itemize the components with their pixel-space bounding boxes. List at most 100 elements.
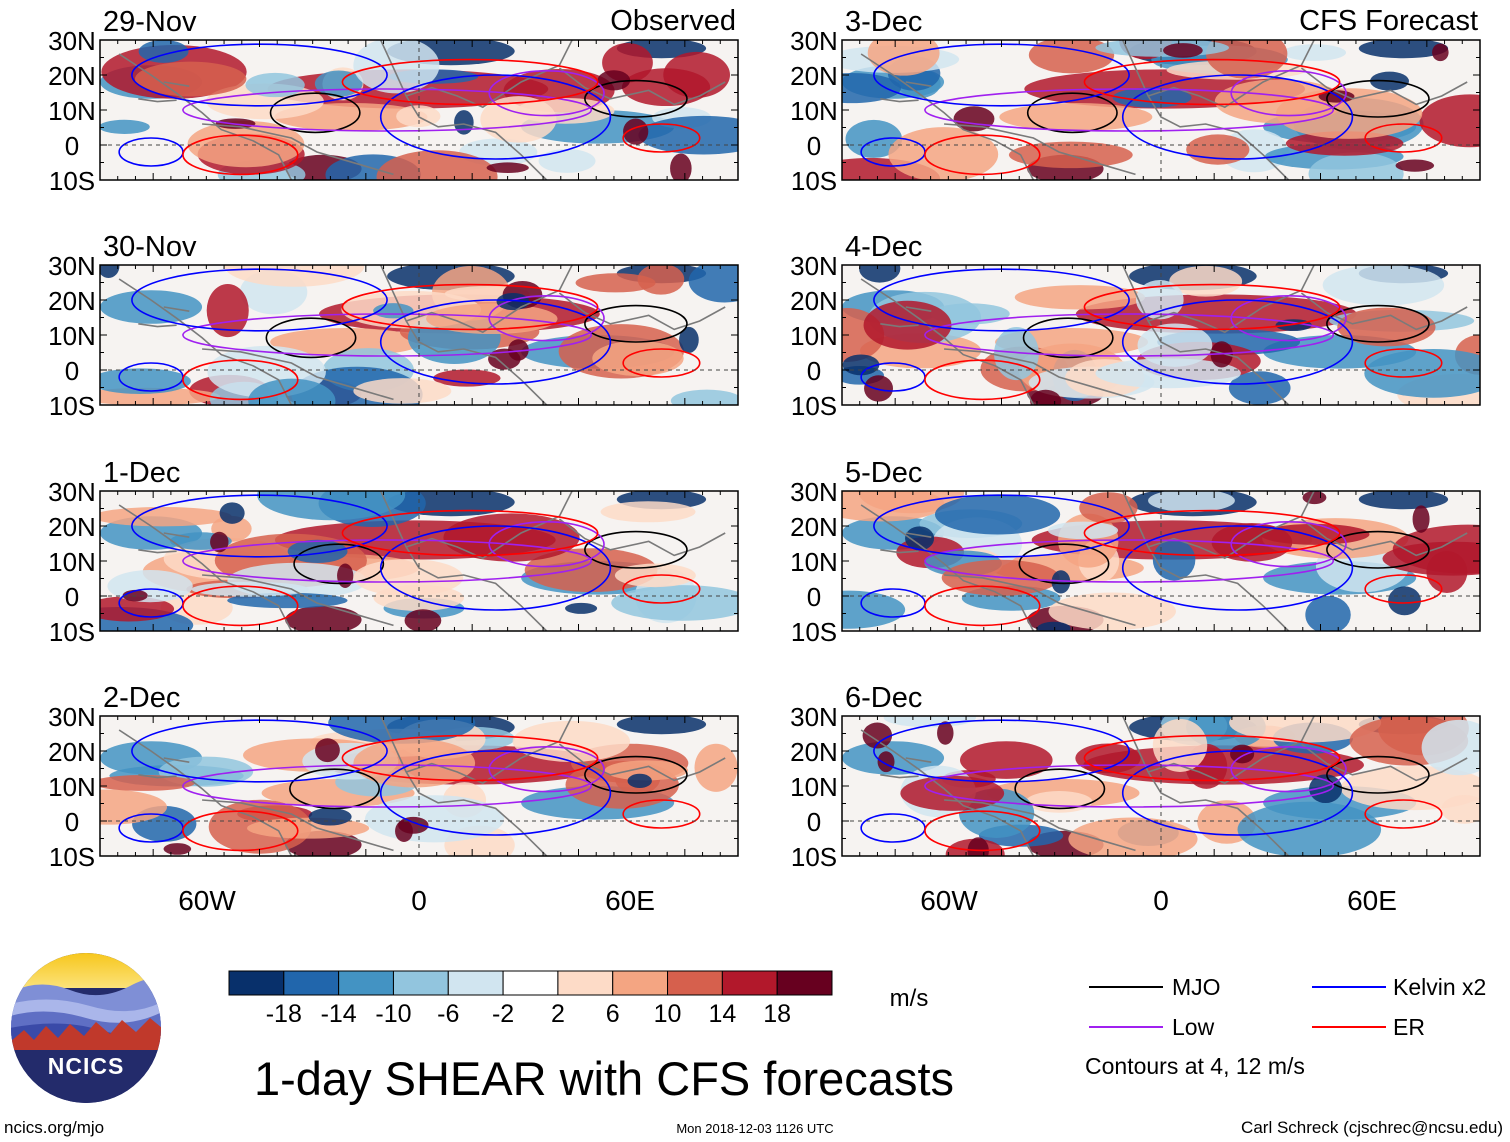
shear-anomaly-patch — [1152, 718, 1208, 772]
er-contour — [1364, 574, 1443, 604]
shear-anomaly-core — [627, 773, 652, 789]
coastline — [379, 491, 548, 631]
lat-label: 0 — [807, 356, 821, 386]
shear-anomaly-patch — [1322, 265, 1445, 306]
shear-anomaly-patch — [100, 290, 203, 324]
shear-anomaly-core — [395, 820, 413, 843]
coastline — [1300, 67, 1468, 106]
footer-url: ncics.org/mjo — [4, 1118, 104, 1137]
shear-anomaly-core — [219, 502, 245, 524]
colorbar-tick-label: -18 — [266, 1000, 302, 1028]
mjo-contour — [265, 317, 357, 359]
shear-anomaly-patch — [600, 501, 696, 523]
shear-field — [842, 716, 1480, 856]
coastline — [202, 799, 394, 852]
mjo-contour — [584, 304, 688, 343]
er-contour — [924, 585, 1041, 627]
mjo-contour — [1026, 92, 1118, 134]
coastline — [880, 549, 919, 554]
colorbar-swatch — [228, 970, 285, 996]
shear-anomaly-patch — [1441, 794, 1480, 824]
coastline — [880, 98, 919, 103]
shear-anomaly-patch — [353, 40, 440, 94]
lat-label: 0 — [65, 356, 79, 386]
colorbar-tick-label: -6 — [437, 1000, 459, 1028]
er-contour — [182, 810, 299, 852]
lat-label: 20N — [48, 737, 96, 767]
panel-date-label: 3-Dec — [845, 6, 922, 38]
panel-date-label: 30-Nov — [103, 231, 197, 263]
lon-label: 60E — [1347, 885, 1397, 916]
legend-label-er: ER — [1393, 1014, 1425, 1040]
coastline — [1300, 518, 1468, 557]
er-contour — [622, 348, 701, 378]
legend-label-mjo: MJO — [1172, 974, 1221, 1000]
er-contour — [1083, 734, 1341, 782]
coastline — [944, 123, 1136, 176]
lon-label: 60E — [605, 885, 655, 916]
shear-anomaly-patch — [1228, 371, 1291, 405]
shear-anomaly-core — [100, 265, 120, 278]
coastline — [905, 532, 932, 538]
mjo-contour — [1326, 304, 1430, 343]
mjo-contour — [289, 768, 380, 810]
colorbar-tick-label: 14 — [708, 1000, 736, 1028]
shear-field — [842, 40, 1480, 180]
figure-title: 1-day SHEAR with CFS forecasts — [254, 1052, 954, 1105]
colorbar-swatch — [776, 970, 833, 996]
lat-label: 20N — [48, 512, 96, 542]
shear-anomaly-core — [1395, 159, 1435, 172]
coastline — [880, 774, 919, 779]
shear-anomaly-patch — [1282, 44, 1346, 61]
coastline — [558, 743, 726, 782]
shear-anomaly-patch — [888, 127, 999, 180]
shear-anomaly-patch — [138, 40, 189, 63]
lat-label: 10N — [790, 772, 838, 802]
er-contour — [182, 359, 299, 401]
mjo-contour — [1326, 530, 1430, 569]
shear-anomaly-patch — [1337, 307, 1436, 347]
colorbar-swatch — [338, 970, 394, 996]
shear-anomaly-patch — [842, 491, 945, 522]
shear-anomaly-patch — [353, 378, 452, 404]
shear-anomaly-core — [308, 807, 352, 826]
coastline — [163, 757, 190, 763]
panel-date-label: 5-Dec — [845, 457, 922, 489]
colorbar-swatch — [667, 970, 723, 996]
shear-anomaly-patch — [134, 61, 247, 97]
low-contour — [1230, 520, 1347, 568]
shear-anomaly-core — [1230, 744, 1255, 764]
lat-label: 0 — [65, 807, 79, 837]
mjo-contour — [1018, 543, 1110, 585]
coastline — [163, 81, 190, 87]
er-contour — [622, 123, 701, 153]
shear-anomaly-patch — [1419, 94, 1480, 148]
logo-text: NCICS — [48, 1053, 125, 1079]
shear-anomaly-core — [1309, 774, 1343, 804]
colorbar-swatch — [612, 970, 669, 996]
colorbar-swatch — [392, 970, 449, 996]
shear-field — [100, 265, 738, 405]
shear-anomaly-core — [163, 843, 192, 855]
lat-label: 10N — [48, 772, 96, 802]
legend-label-kelvin: Kelvin x2 — [1393, 974, 1486, 1000]
kelvin-contour — [1121, 74, 1354, 160]
shear-anomaly-core — [967, 837, 989, 856]
er-contour — [1364, 123, 1443, 153]
lat-label: 10S — [791, 842, 837, 872]
coastline — [202, 574, 394, 627]
lat-label: 0 — [65, 131, 79, 161]
coastline — [558, 67, 726, 106]
footer-credit: Carl Schreck (cjschrec@ncsu.edu) — [1241, 1118, 1503, 1137]
low-contour — [1230, 745, 1347, 793]
shear-anomaly-core — [1051, 570, 1071, 594]
shear-anomaly-patch — [592, 340, 684, 377]
er-contour — [924, 810, 1041, 852]
shear-anomaly-core — [454, 110, 474, 135]
shear-anomaly-patch — [1308, 152, 1404, 180]
panel-date-label: 4-Dec — [845, 231, 922, 263]
lat-label: 10N — [790, 96, 838, 126]
colorbar-tick-label: -14 — [321, 1000, 357, 1028]
shear-anomaly-patch — [1340, 765, 1480, 811]
